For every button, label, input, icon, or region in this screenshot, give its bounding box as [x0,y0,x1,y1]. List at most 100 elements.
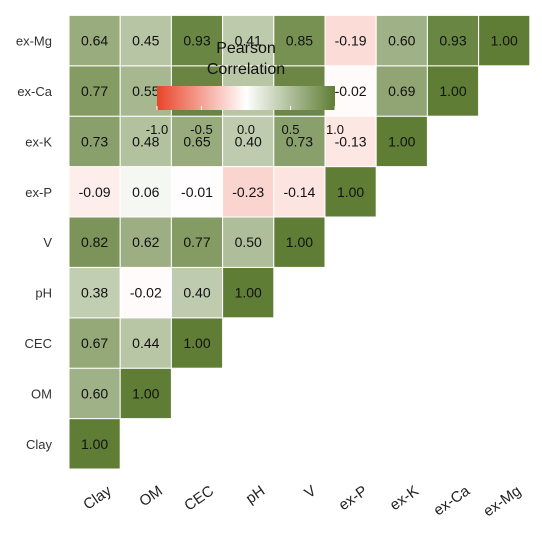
cell-value-label: 0.41 [235,33,262,49]
y-tick-label: Clay [26,437,53,452]
cell-value-label: 0.06 [132,184,159,200]
cell-value-label: 0.67 [81,335,108,351]
heatmap-cell [119,216,172,268]
cell-value-label: 0.38 [81,285,108,301]
cell-value-label: 0.44 [132,335,159,351]
y-tick-label: ex-Ca [17,84,52,99]
cell-value-label: 0.40 [235,133,262,149]
cell-value-label: 0.93 [439,33,466,49]
heatmap-cell [375,14,428,67]
heatmap-cell [170,317,224,369]
legend-tick-label: -0.5 [190,122,212,137]
cell-value-label: 0.40 [183,285,210,301]
y-tick-label: ex-Mg [16,34,52,49]
x-tick-label: V [301,482,319,502]
cell-value-label: 0.65 [183,133,210,149]
cell-value-label: 0.69 [388,83,415,99]
x-tick-label: CEC [181,482,217,514]
y-tick-label: ex-P [25,185,52,200]
cell-value-label: -0.23 [232,184,264,200]
cell-value-label: 1.00 [183,335,210,351]
y-tick-label: ex-K [25,134,52,149]
y-tick-label: pH [35,286,52,301]
x-tick-label: ex-P [336,482,371,514]
cell-value-label: -0.19 [335,33,367,49]
heatmap-cell [119,14,172,67]
x-tick-label: Clay [80,482,115,513]
cell-value-label: 0.60 [388,33,415,49]
cell-value-label: 1.00 [439,83,466,99]
heatmap-cell [170,266,224,319]
cell-value-label: 0.82 [81,234,108,250]
cell-value-label: 0.48 [132,133,159,149]
heatmap-cell [273,166,326,218]
x-tick-label: ex-Mg [480,482,524,520]
heatmap-cell [119,115,172,168]
cell-value-label: 0.77 [81,83,108,99]
cell-value-label: -0.02 [335,83,367,99]
legend-tick-label: 0.0 [237,122,255,137]
cell-value-label: 0.73 [81,133,108,149]
cell-value-label: 0.55 [132,83,159,99]
legend-title-line1: Pearson [216,40,276,57]
cell-value-label: -0.01 [181,184,213,200]
y-tick-label: OM [31,386,52,401]
cell-value-label: 1.00 [132,385,159,401]
heatmap-cell [170,14,224,67]
heatmap-cell [119,266,172,319]
cell-value-label: 1.00 [235,285,262,301]
heatmap-cell [324,166,377,218]
heatmap-cell [68,367,121,420]
cell-value-label: 1.00 [81,436,108,452]
x-tick-label: ex-K [387,482,422,514]
y-axis-labels: Clay OM CEC pH Vex-P ex-K ex-Ca ex-Mg [16,34,53,452]
cell-value-label: 0.77 [183,234,210,250]
cell-value-label: 1.00 [337,184,364,200]
cell-value-label: -0.09 [79,184,111,200]
legend-tick-label: -1.0 [146,122,168,137]
heatmap-cell [170,115,224,168]
cell-value-label: 0.45 [132,33,159,49]
legend-title-line2: Correlation [207,61,285,78]
cell-value-label: 0.85 [286,33,313,49]
legend-tick-label: 1.0 [326,122,344,137]
cell-value-label: -0.14 [283,184,315,200]
cell-value-label: 0.93 [183,33,210,49]
y-tick-label: CEC [25,336,52,351]
cell-value-label: 0.62 [132,234,159,250]
cell-value-label: 1.00 [491,33,518,49]
cell-value-label: -0.02 [130,285,162,301]
legend-ticks: -1.0 -0.5 0.0 0.5 1.0 [146,106,344,137]
cell-value-label: 1.00 [388,133,415,149]
heatmap-cell [324,14,377,67]
heatmap-cell [273,14,326,67]
heatmap-cell [68,418,121,470]
heatmap-cell [68,65,121,117]
cell-value-label: 0.73 [286,133,313,149]
cell-value-label: 1.00 [286,234,313,250]
heatmap-cell [68,266,121,319]
heatmap-cell [222,266,275,319]
cell-value-label: 0.64 [81,33,108,49]
heatmap-cell [426,65,480,117]
x-tick-label: OM [136,482,166,510]
heatmap-cell [170,216,224,268]
heatmap-cell [119,317,172,369]
heatmap-cell [478,14,531,67]
heatmap-cell [68,166,121,218]
heatmap-cells: 1.00 0.60 1.00 0.67 0.44 1.00 0.38 -0.02 0.40 1.0… [68,14,531,470]
y-tick-label: V [43,235,52,250]
cell-value-label: -0.13 [335,133,367,149]
heatmap-cell [273,216,326,268]
heatmap-cell [170,166,224,218]
heatmap-cell [119,166,172,218]
x-tick-label: pH [243,482,268,507]
x-tick-label: ex-Ca [431,482,474,519]
heatmap-cell [273,115,326,168]
heatmap-cell [222,166,275,218]
cell-value-label: 0.50 [235,234,262,250]
cell-value-label: 0.60 [81,385,108,401]
legend: Pearson Correlation -1.0 -0.5 0.0 0.5 1.0 [146,40,344,137]
